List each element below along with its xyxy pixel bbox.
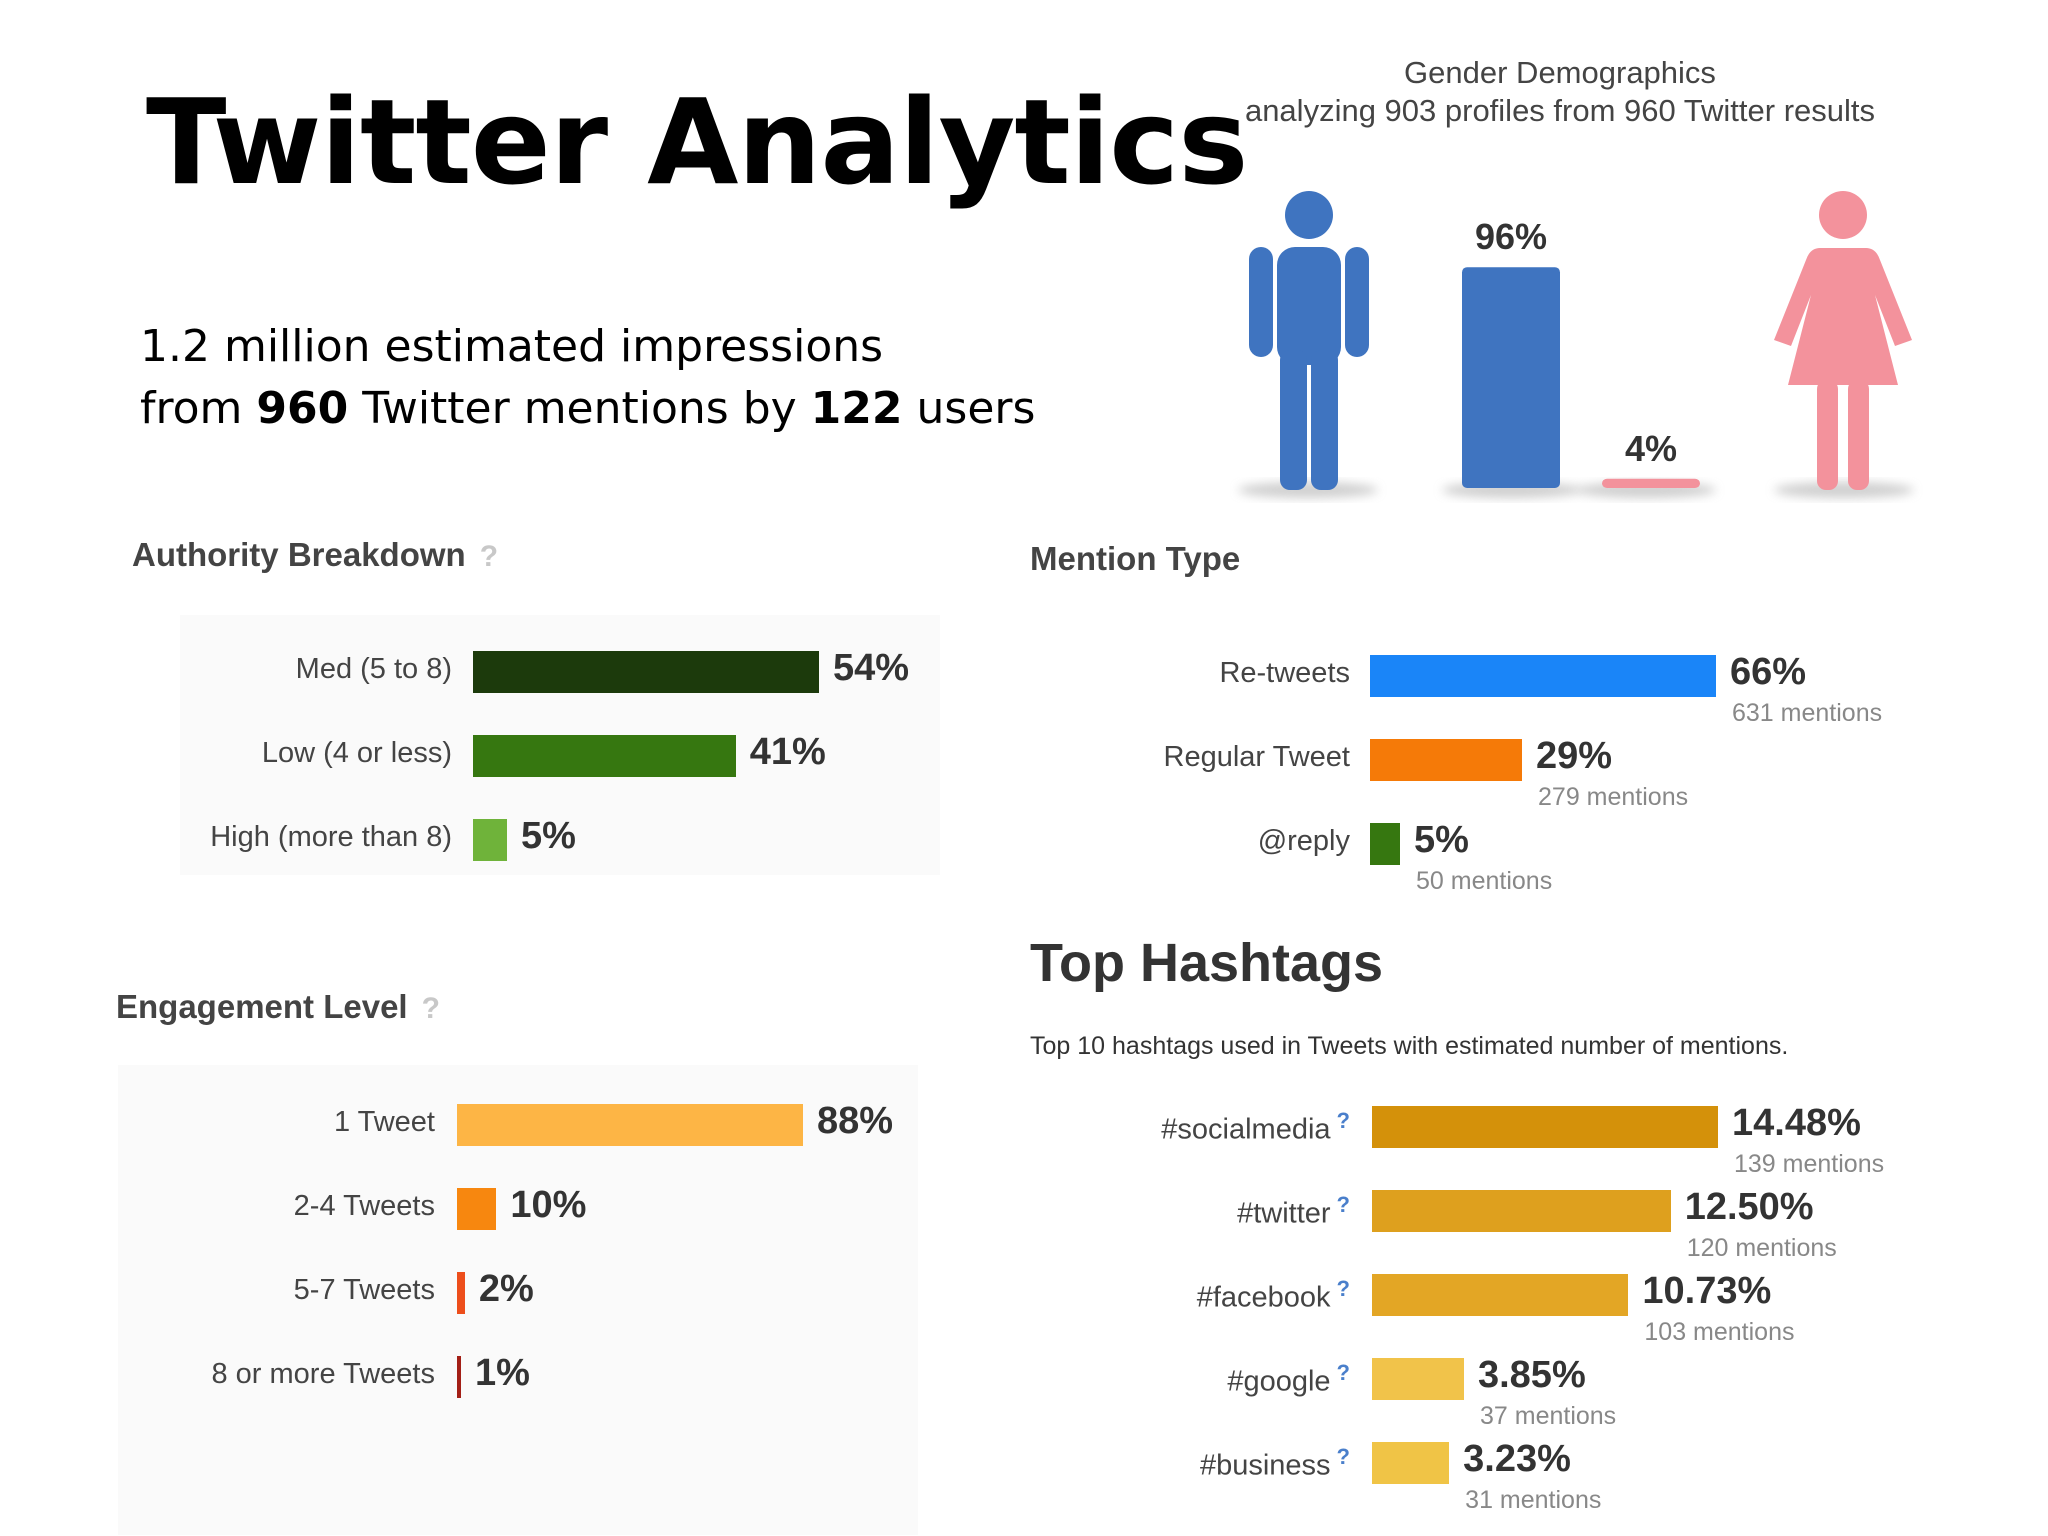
bar-category-label: 8 or more Tweets [211, 1358, 435, 1390]
bar-category-label: Low (4 or less) [261, 737, 452, 769]
help-icon[interactable]: ? [1336, 1276, 1350, 1301]
authority-title: Authority Breakdown? [132, 536, 499, 573]
bar-category-label: #business? [1199, 1444, 1350, 1482]
gender-bar-female [1602, 478, 1700, 488]
bar-category-label: 1 Tweet [333, 1106, 435, 1138]
gender-bar-label: 4% [1625, 428, 1677, 469]
user-count: 122 [810, 383, 903, 434]
summary-line-1: 1.2 million estimated impressions [140, 321, 884, 372]
mention-count-label: 50 mentions [1416, 867, 1553, 895]
help-icon[interactable]: ? [1336, 1444, 1350, 1469]
mention-count-label: 37 mentions [1479, 1402, 1617, 1430]
help-icon[interactable]: ? [1336, 1360, 1350, 1385]
bar-value-label: 12.50% [1684, 1186, 1814, 1228]
mention-count-label: 103 mentions [1644, 1318, 1795, 1346]
bar-category-label: 5-7 Tweets [293, 1274, 435, 1306]
mention-count-label: 631 mentions [1732, 699, 1883, 727]
gender-chart-title: Gender Demographics [1404, 55, 1716, 90]
page-title: Twitter Analytics [146, 73, 1248, 211]
mention-count-label: 31 mentions [1465, 1486, 1602, 1514]
bar-category-label: #twitter? [1237, 1192, 1350, 1230]
help-icon[interactable]: ? [479, 540, 499, 573]
bar-value-label: 66% [1730, 651, 1807, 693]
gender-chart-svg: 96% 4% [1238, 191, 1914, 498]
bar-value-label: 1% [475, 1352, 530, 1394]
hashtags-description: Top 10 hashtags used in Tweets with esti… [1030, 1032, 1789, 1060]
summary-line-2: from 960 Twitter mentions by 122 users [140, 383, 1036, 434]
summary-text: 1.2 million estimated impressions from 9… [140, 316, 1035, 440]
bar-category-label: #google? [1227, 1360, 1350, 1398]
bar [1372, 1358, 1464, 1400]
bar [1372, 1274, 1629, 1316]
bar-category-label: #facebook? [1196, 1276, 1350, 1314]
bar [473, 819, 507, 861]
bar-value-label: 29% [1536, 735, 1613, 777]
bar-value-label: 2% [478, 1268, 534, 1310]
gender-chart-subtitle: analyzing 903 profiles from 960 Twitter … [1244, 93, 1876, 128]
bar-value-label: 10.73% [1642, 1270, 1772, 1312]
bar-value-label: 88% [817, 1100, 894, 1142]
bar-category-label: Re-tweets [1219, 657, 1350, 689]
bar-value-label: 5% [521, 815, 576, 857]
bar-value-label: 3.85% [1477, 1354, 1586, 1396]
bar-value-label: 41% [749, 731, 826, 773]
bar [457, 1272, 465, 1314]
bar-value-label: 14.48% [1732, 1102, 1861, 1144]
female-figure-icon [1774, 191, 1912, 490]
bar [457, 1188, 497, 1230]
bar-category-label: @reply [1257, 825, 1350, 857]
gender-bar-male [1462, 267, 1560, 488]
bar-value-label: 5% [1414, 819, 1469, 861]
help-icon[interactable]: ? [421, 992, 440, 1025]
bar-category-label: 2-4 Tweets [293, 1190, 435, 1222]
mention-type-title: Mention Type [1030, 540, 1241, 577]
bar [457, 1104, 803, 1146]
gender-demographics-chart: Gender Demographics analyzing 903 profil… [1230, 50, 1950, 520]
male-figure-icon [1249, 191, 1369, 490]
gender-bar-label: 96% [1475, 216, 1547, 257]
bar-category-label: Med (5 to 8) [295, 653, 452, 685]
bar-value-label: 54% [833, 647, 910, 689]
bar [1370, 739, 1523, 781]
bar [1372, 1190, 1671, 1232]
bar [1372, 1442, 1450, 1484]
mention-count-label: 279 mentions [1538, 783, 1689, 811]
help-icon[interactable]: ? [1336, 1108, 1350, 1133]
mention-count: 960 [256, 383, 349, 434]
bar [457, 1356, 461, 1398]
bar-category-label: #socialmedia? [1161, 1108, 1350, 1146]
engagement-title: Engagement Level? [116, 988, 440, 1025]
bar [1370, 823, 1400, 865]
gender-bars: 96% 4% [1462, 216, 1700, 488]
mention-count-label: 120 mentions [1686, 1234, 1837, 1262]
bar-category-label: High (more than 8) [210, 821, 452, 853]
bar-value-label: 3.23% [1463, 1438, 1571, 1480]
bar-category-label: Regular Tweet [1163, 741, 1350, 773]
bar [473, 735, 736, 777]
bar [1370, 655, 1716, 697]
bar-value-label: 10% [510, 1184, 587, 1226]
mention-count-label: 139 mentions [1734, 1150, 1885, 1178]
help-icon[interactable]: ? [1336, 1192, 1350, 1217]
hashtags-title: Top Hashtags [1030, 933, 1384, 993]
bar [473, 651, 819, 693]
bar [1372, 1106, 1718, 1148]
